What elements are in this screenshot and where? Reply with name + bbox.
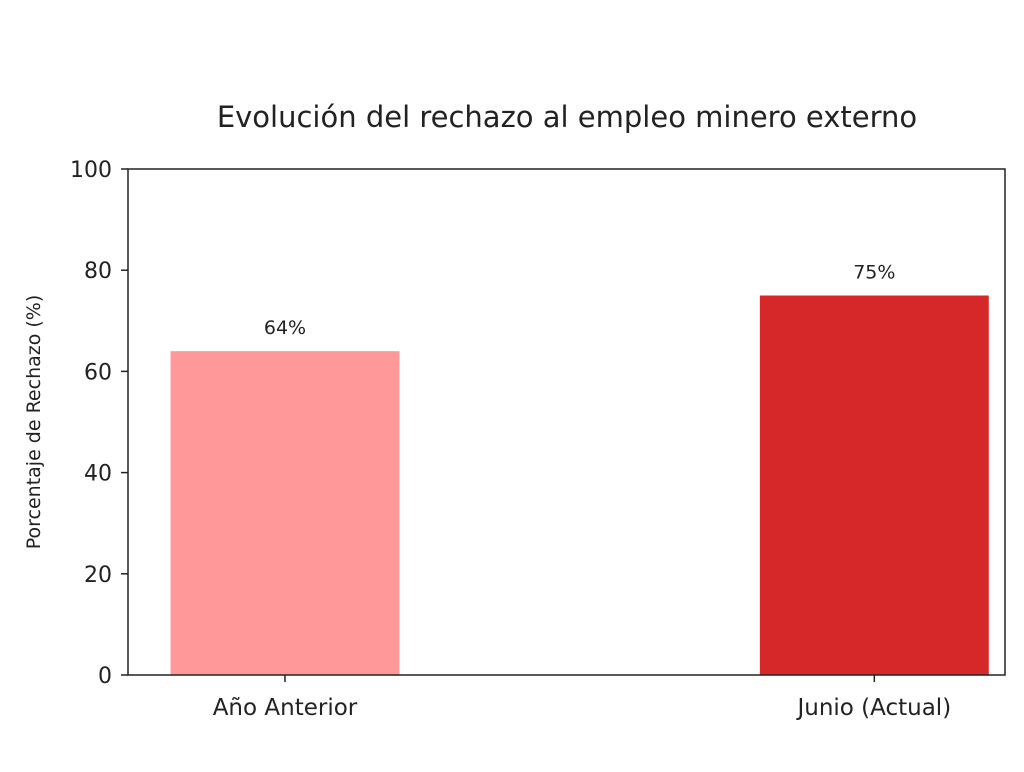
y-tick-label: 40	[84, 462, 112, 487]
plot-frame	[127, 168, 1006, 676]
y-tick-label: 20	[84, 563, 112, 588]
y-tick-label: 80	[84, 259, 112, 284]
bar	[170, 351, 400, 675]
y-axis-ticks: 0 20 40 60 80 100	[70, 158, 128, 689]
bars-group	[170, 295, 989, 675]
y-tick-label: 0	[98, 664, 112, 689]
y-tick-label: 100	[70, 158, 112, 183]
bar-value-label: 75%	[853, 262, 895, 284]
x-axis-ticks: Año Anterior Junio (Actual)	[213, 675, 951, 721]
value-labels-group: 64% 75%	[264, 262, 896, 340]
x-tick-label: Junio (Actual)	[795, 695, 951, 721]
chart-title: Evolución del rechazo al empleo minero e…	[217, 100, 917, 134]
bar-value-label: 64%	[264, 317, 306, 339]
y-tick-label: 60	[84, 360, 112, 385]
x-tick-label: Año Anterior	[213, 695, 358, 721]
bar	[759, 295, 989, 675]
y-axis-label: Porcentaje de Rechazo (%)	[23, 295, 45, 550]
